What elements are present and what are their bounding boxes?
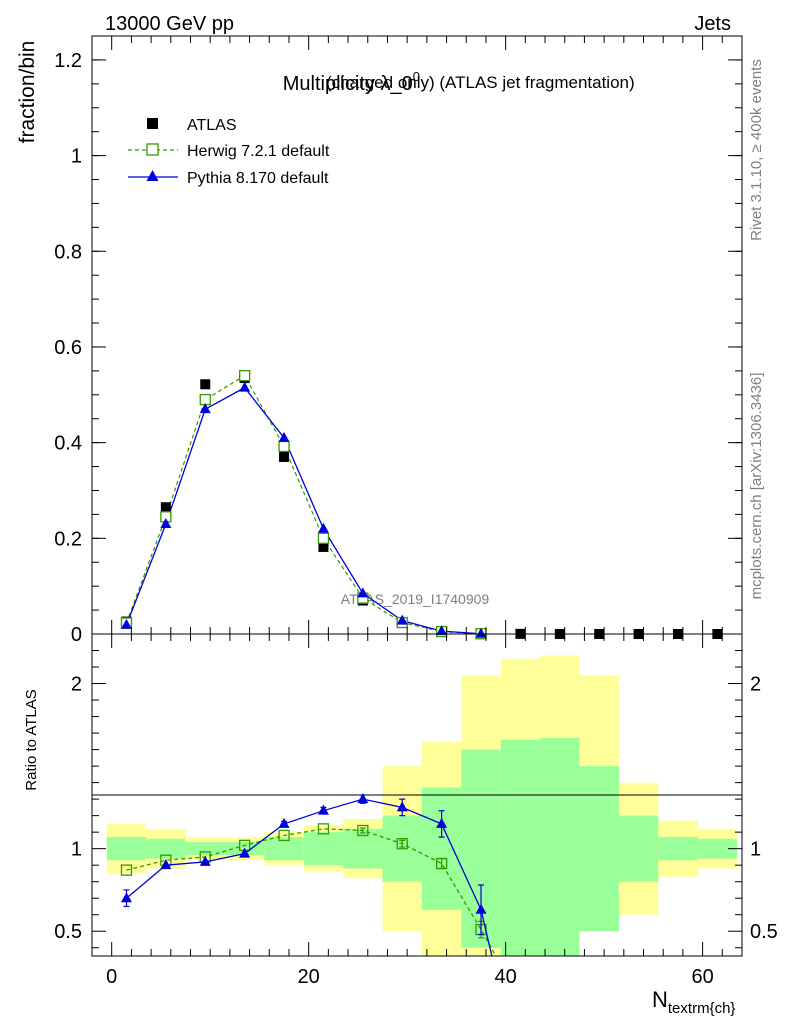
ratio-band-inner bbox=[264, 837, 304, 861]
x-tick-label: 0 bbox=[106, 966, 117, 988]
analysis-watermark: ATLAS_2019_I1740909 bbox=[341, 591, 490, 607]
process-label: Jets bbox=[694, 13, 731, 35]
ratio-data-marks bbox=[120, 793, 497, 957]
pythia-ratio-point bbox=[160, 859, 172, 870]
pythia-point bbox=[278, 431, 290, 442]
ratio-frame bbox=[91, 633, 743, 957]
atlas-point bbox=[200, 379, 211, 390]
pythia-ratio-point bbox=[278, 817, 290, 828]
ratio-y-tick-label: 2 bbox=[71, 674, 82, 696]
herwig-ratio-point bbox=[357, 824, 369, 837]
ratio-band-inner bbox=[500, 739, 541, 956]
herwig-point bbox=[278, 440, 290, 453]
legend-atlas-label: ATLAS bbox=[187, 117, 237, 134]
atlas-point bbox=[160, 502, 171, 513]
x-tick-label: 40 bbox=[495, 966, 517, 988]
legend-herwig-marker bbox=[146, 143, 159, 156]
herwig-ratio-point bbox=[396, 838, 408, 850]
main-y-axis-label: fraction/bin bbox=[16, 41, 39, 144]
ratio-band-inner bbox=[540, 738, 580, 956]
ratio-y-tick-label-right: 2 bbox=[750, 674, 761, 696]
main-y-tick-label: 0.4 bbox=[54, 433, 82, 455]
pythia-point bbox=[475, 627, 487, 638]
main-panel: ATLAS_2019_I1740909 0 0.2 0.4 0.6 0.8 1 1.2 Mu… bbox=[54, 35, 743, 646]
rivet-label: Rivet 3.1.10, ≥ 400k events bbox=[748, 59, 765, 241]
herwig-point bbox=[239, 370, 251, 382]
ratio-y-axis-label: Ratio to ATLAS bbox=[23, 689, 40, 790]
pythia-ratio-point bbox=[239, 847, 251, 858]
pythia-point bbox=[160, 517, 172, 528]
energy-label: 13000 GeV pp bbox=[105, 13, 234, 35]
legend-atlas-marker bbox=[147, 118, 158, 129]
herwig-point bbox=[199, 393, 211, 406]
herwig-ratio-line bbox=[126, 828, 497, 957]
main-y-tick-label: 0 bbox=[71, 624, 82, 646]
pythia-point bbox=[357, 587, 369, 598]
plot-title: Multiplicity λ_00 bbox=[283, 69, 420, 95]
pythia-point bbox=[396, 614, 408, 625]
ratio-band-inner bbox=[146, 838, 186, 859]
pythia-ratio-point bbox=[436, 817, 448, 828]
herwig-ratio-point bbox=[120, 864, 133, 876]
x-tick-label: 20 bbox=[298, 966, 320, 988]
ratio-bands bbox=[106, 655, 738, 956]
ratio-y-tick-label-right: 1 bbox=[750, 839, 761, 861]
ratio-panel: 0 20 40 60 0.5 0.5 1 1 2 2 Ntextrm{ch} bbox=[54, 633, 778, 1017]
legend-pythia-label: Pythia 8.170 default bbox=[187, 170, 329, 187]
herwig-point bbox=[317, 532, 330, 544]
ratio-band-inner bbox=[303, 832, 344, 866]
atlas-point bbox=[318, 541, 329, 552]
herwig-ratio-point bbox=[278, 829, 290, 842]
ratio-band-inner bbox=[106, 837, 147, 861]
main-data-marks bbox=[120, 370, 723, 640]
herwig-ratio-point bbox=[435, 857, 448, 870]
pythia-ratio-point bbox=[120, 892, 132, 903]
herwig-ratio-point bbox=[317, 823, 330, 835]
x-axis-label: Ntextrm{ch} bbox=[652, 987, 735, 1017]
legend-pythia-marker bbox=[146, 170, 159, 181]
ratio-y-tick-label: 0.5 bbox=[54, 921, 82, 943]
pythia-ratio-point bbox=[317, 804, 329, 815]
ratio-band-inner bbox=[658, 837, 698, 861]
x-tick-label: 60 bbox=[691, 966, 713, 988]
main-axes: 0 0.2 0.4 0.6 0.8 1 1.2 bbox=[54, 35, 743, 646]
mcplots-label: mcplots.cern.ch [arXiv:1306.3436] bbox=[748, 373, 765, 600]
legend: ATLAS Herwig 7.2.1 default Pythia 8.170 … bbox=[128, 117, 330, 187]
pythia-line bbox=[125, 386, 482, 635]
atlas-point bbox=[279, 451, 290, 462]
ratio-y-tick-label: 1 bbox=[71, 839, 82, 861]
main-y-tick-label: 1 bbox=[71, 146, 82, 168]
legend-herwig-label: Herwig 7.2.1 default bbox=[187, 143, 330, 160]
pythia-point bbox=[199, 403, 211, 414]
ratio-band-inner bbox=[185, 842, 225, 856]
main-y-tick-label: 1.2 bbox=[54, 50, 82, 72]
ratio-band-inner bbox=[697, 838, 738, 859]
pythia-point bbox=[436, 625, 448, 636]
pythia-point bbox=[239, 381, 251, 392]
pythia-point bbox=[317, 522, 329, 533]
ratio-band-inner bbox=[579, 766, 619, 932]
ratio-band-inner bbox=[618, 815, 659, 882]
ratio-axes: 0 20 40 60 0.5 0.5 1 1 2 2 bbox=[54, 634, 778, 988]
ratio-band-inner bbox=[421, 787, 462, 910]
pythia-ratio-point bbox=[475, 903, 487, 914]
pythia-point bbox=[120, 618, 132, 629]
plot-title-suffix: (charged only) (ATLAS jet fragmentation) bbox=[326, 73, 635, 92]
main-y-tick-label: 0.8 bbox=[54, 241, 82, 263]
herwig-line bbox=[125, 374, 482, 635]
pythia-ratio-point bbox=[357, 793, 369, 804]
ratio-y-tick-label-right: 0.5 bbox=[750, 921, 778, 943]
main-y-tick-label: 0.2 bbox=[54, 528, 82, 550]
pythia-ratio-point bbox=[396, 801, 408, 812]
main-y-tick-label: 0.6 bbox=[54, 337, 82, 359]
pythia-ratio-point bbox=[199, 855, 211, 866]
